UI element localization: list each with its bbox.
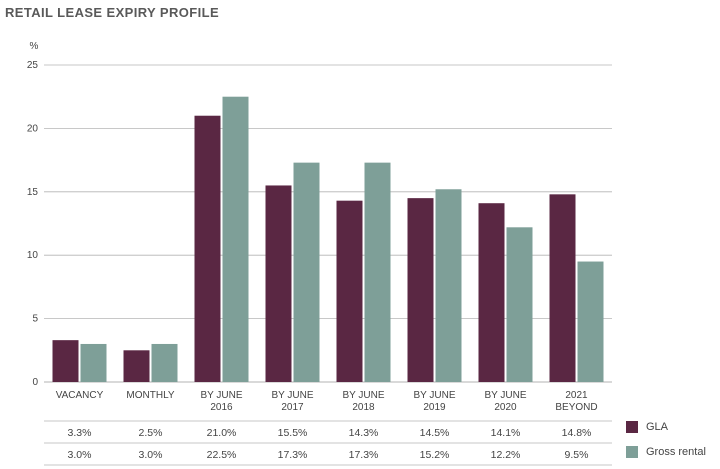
bar-gross-rental — [151, 343, 178, 382]
table-cell: 2.5% — [139, 427, 163, 439]
category-label: BY JUNE 2020 — [484, 390, 526, 413]
bars — [52, 96, 604, 382]
y-tick-label: 20 — [27, 123, 39, 134]
table-cell: 15.2% — [420, 449, 450, 461]
category-label: MONTHLY — [126, 390, 174, 401]
table-cell: 17.3% — [278, 449, 308, 461]
y-tick-label: 5 — [32, 314, 38, 325]
bar-gla — [478, 203, 505, 382]
y-axis-ticks: 0 5 10 15 20 25 — [27, 60, 39, 388]
table-cell: 14.1% — [491, 427, 521, 439]
table-cell: 14.8% — [562, 427, 592, 439]
category-label: BY JUNE 2018 — [342, 390, 384, 413]
bar-gross-rental — [577, 261, 604, 382]
bar-gross-rental — [506, 227, 533, 382]
bar-gla — [336, 200, 363, 382]
bar-gross-rental — [293, 162, 320, 382]
category-label: BY JUNE 2019 — [413, 390, 455, 413]
bar-gla — [194, 115, 221, 382]
bar-gla — [265, 185, 292, 382]
legend-label-gla: GLA — [646, 421, 669, 433]
y-axis-label: % — [30, 41, 39, 52]
bar-gross-rental — [435, 189, 462, 382]
table-cell: 15.5% — [278, 427, 308, 439]
chart-title: RETAIL LEASE EXPIRY PROFILE — [5, 5, 220, 20]
bar-gla — [123, 350, 150, 382]
bar-gla — [407, 198, 434, 382]
table-cell: 3.0% — [68, 449, 92, 461]
y-tick-label: 0 — [32, 377, 38, 388]
category-label: BY JUNE 2017 — [271, 390, 313, 413]
table-cell: 14.5% — [420, 427, 450, 439]
y-tick-label: 15 — [27, 187, 39, 198]
category-label: 2021 BEYOND — [555, 390, 597, 413]
bar-gla — [549, 194, 576, 382]
legend-item-gross-rental: Gross rental — [626, 446, 706, 458]
legend-item-gla: GLA — [626, 421, 668, 433]
legend-swatch-gla — [626, 421, 638, 433]
category-label: VACANCY — [56, 390, 104, 401]
legend-label-gross-rental: Gross rental — [646, 446, 706, 458]
table-cell: 14.3% — [349, 427, 379, 439]
y-tick-label: 25 — [27, 60, 39, 71]
data-table: 3.3% 2.5% 21.0% 15.5% 14.3% 14.5% 14.1% 14.8% 3.… — [44, 420, 612, 466]
legend-swatch-gross-rental — [626, 446, 638, 458]
bar-gross-rental — [80, 343, 107, 382]
table-cell: 3.0% — [139, 449, 163, 461]
table-cell: 21.0% — [207, 427, 237, 439]
y-tick-label: 10 — [27, 250, 39, 261]
table-cell: 17.3% — [349, 449, 379, 461]
category-label: BY JUNE 2016 — [200, 390, 242, 413]
table-cell: 3.3% — [68, 427, 92, 439]
bar-gla — [52, 340, 79, 382]
table-cell: 12.2% — [491, 449, 521, 461]
table-cell: 22.5% — [207, 449, 237, 461]
table-cell: 9.5% — [565, 449, 589, 461]
category-labels: VACANCY MONTHLY BY JUNE 2016 BY JUNE 2017 BY J… — [56, 390, 598, 413]
bar-gross-rental — [364, 162, 391, 382]
bar-gross-rental — [222, 96, 249, 382]
